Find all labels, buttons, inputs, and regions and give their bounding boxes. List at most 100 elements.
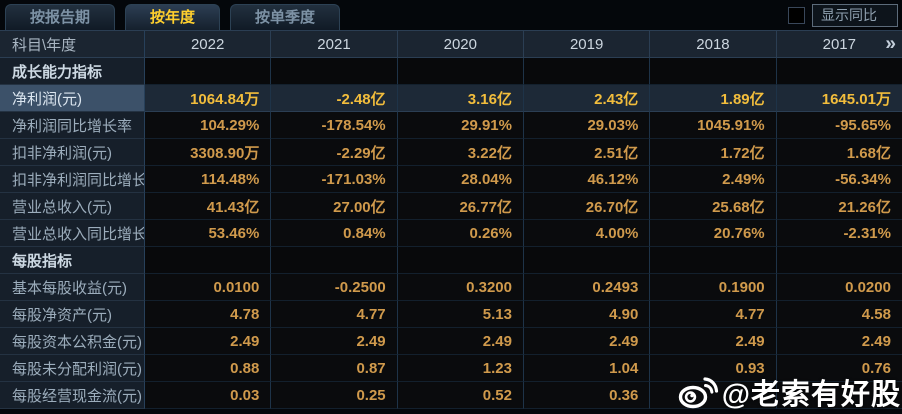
value-cell-2022: 0.03 bbox=[145, 382, 272, 409]
value-cell-2019: 1.04 bbox=[523, 355, 651, 382]
table-row: 扣非净利润(元) 3308.90万 -2.29亿 3.22亿 2.51亿 1.72亿 1.6… bbox=[0, 139, 902, 166]
row-label: 成长能力指标 bbox=[0, 58, 145, 85]
row-label: 每股经营现金流(元) bbox=[0, 382, 145, 409]
value-cell-2022: 53.46% bbox=[145, 220, 272, 247]
value-cell-2020: 0.26% bbox=[397, 220, 524, 247]
value-cell-2022: 4.78 bbox=[145, 301, 272, 328]
section-row: 成长能力指标 bbox=[0, 58, 902, 85]
value-cell-2017: 4.58 bbox=[776, 301, 902, 328]
value-cell-2022: 2.49 bbox=[145, 328, 272, 355]
value-cell-2019: 4.00% bbox=[523, 220, 651, 247]
value-cell-2020: 2.49 bbox=[397, 328, 524, 355]
value-cell-2018: 1.72亿 bbox=[650, 139, 777, 166]
value-cell-2017: 21.26亿 bbox=[776, 193, 902, 220]
row-label: 净利润(元) bbox=[0, 85, 145, 112]
year-header-2017: 2017 » bbox=[776, 31, 902, 58]
value-cell-2017: 1.68亿 bbox=[776, 139, 902, 166]
row-label: 扣非净利润同比增长率 bbox=[0, 166, 145, 193]
corner-header-cell: 科目\年度 bbox=[0, 31, 145, 58]
value-cell-2017: 0.0200 bbox=[776, 274, 902, 301]
value-cell-2017: -95.65% bbox=[776, 112, 902, 139]
row-label: 扣非净利润(元) bbox=[0, 139, 145, 166]
row-label: 每股净资产(元) bbox=[0, 301, 145, 328]
value-cell-2018: 4.77 bbox=[650, 301, 777, 328]
value-cell-2021: 0.25 bbox=[271, 382, 398, 409]
value-cell-2020: 26.77亿 bbox=[397, 193, 524, 220]
value-cell-2021: 0.87 bbox=[271, 355, 398, 382]
value-cell-2017: 2.49 bbox=[776, 328, 902, 355]
value-cell-2021: -2.29亿 bbox=[271, 139, 398, 166]
value-cell-2018: 25.68亿 bbox=[650, 193, 777, 220]
table-row: 每股净资产(元) 4.78 4.77 5.13 4.90 4.77 4.58 bbox=[0, 301, 902, 328]
value-cell-2020: 3.22亿 bbox=[397, 139, 524, 166]
value-cell-2021: -0.2500 bbox=[271, 274, 398, 301]
value-cell-2022: 3308.90万 bbox=[145, 139, 272, 166]
table-row: 营业总收入同比增长率53.46%0.84%0.26%4.00%20.76%-2.… bbox=[0, 220, 902, 247]
value-cell-2020: 28.04% bbox=[397, 166, 524, 193]
year-header-2021: 2021 bbox=[271, 31, 398, 58]
year-header-2018: 2018 bbox=[650, 31, 777, 58]
weibo-icon bbox=[678, 377, 718, 409]
year-header-2019: 2019 bbox=[523, 31, 651, 58]
value-cell-2020 bbox=[397, 247, 524, 274]
table-row: 营业总收入(元) 41.43亿 27.00亿 26.77亿 26.70亿 25.68亿 21… bbox=[0, 193, 902, 220]
value-cell-2019 bbox=[523, 58, 651, 85]
value-cell-2019: 29.03% bbox=[523, 112, 651, 139]
table-row: 扣非净利润同比增长率114.48%-171.03%28.04%46.12%2.4… bbox=[0, 166, 902, 193]
year-label: 2022 bbox=[190, 35, 225, 53]
tab-0[interactable]: 按报告期 bbox=[5, 4, 116, 30]
value-cell-2019: 4.90 bbox=[523, 301, 651, 328]
row-label: 营业总收入(元) bbox=[0, 193, 145, 220]
table-row: 每股经营现金流(元) 0.03 0.25 0.52 0.36 bbox=[0, 382, 902, 409]
year-label: 2017 bbox=[822, 35, 856, 53]
period-tabbar: 按报告期 按年度 按单季度 显示同比 bbox=[0, 0, 902, 30]
value-cell-2017: 0.76 bbox=[776, 355, 902, 382]
value-cell-2018: 1.89亿 bbox=[650, 85, 777, 112]
tab-2[interactable]: 按单季度 bbox=[230, 4, 341, 30]
value-cell-2018 bbox=[650, 58, 777, 85]
value-cell-2018: 2.49% bbox=[650, 166, 777, 193]
show-yoy-checkbox[interactable] bbox=[788, 7, 805, 24]
table-row: 基本每股收益(元) 0.0100 -0.2500 0.3200 0.2493 0.1900… bbox=[0, 274, 902, 301]
watermark-text: @老索有好股 bbox=[721, 379, 901, 411]
value-cell-2022: 41.43亿 bbox=[145, 193, 272, 220]
value-cell-2020: 5.13 bbox=[397, 301, 524, 328]
table-row: 净利润(元) 1064.84万 -2.48亿 3.16亿 2.43亿 1.89亿 1645.… bbox=[0, 85, 902, 112]
value-cell-2017: 1645.01万 bbox=[776, 85, 902, 112]
value-cell-2017 bbox=[776, 58, 902, 85]
value-cell-2019 bbox=[523, 247, 651, 274]
value-cell-2021: -171.03% bbox=[271, 166, 398, 193]
value-cell-2020: 1.23 bbox=[397, 355, 524, 382]
value-cell-2022: 0.88 bbox=[145, 355, 272, 382]
show-yoy-control: 显示同比 bbox=[788, 4, 898, 27]
show-yoy-label[interactable]: 显示同比 bbox=[812, 4, 898, 27]
value-cell-2021: -2.48亿 bbox=[271, 85, 398, 112]
value-cell-2020 bbox=[397, 58, 524, 85]
value-cell-2019: 46.12% bbox=[523, 166, 651, 193]
value-cell-2022: 104.29% bbox=[145, 112, 272, 139]
value-cell-2019: 2.43亿 bbox=[523, 85, 651, 112]
value-cell-2021 bbox=[271, 58, 398, 85]
value-cell-2019: 0.2493 bbox=[523, 274, 651, 301]
value-cell-2021: 4.77 bbox=[271, 301, 398, 328]
year-label: 2021 bbox=[317, 35, 351, 53]
row-label: 基本每股收益(元) bbox=[0, 274, 145, 301]
table-row: 每股资本公积金(元) 2.49 2.49 2.49 2.49 2.49 2.49 bbox=[0, 328, 902, 355]
value-cell-2017 bbox=[776, 247, 902, 274]
indicators-table: 科目\年度 2022 2021 2020 2019 2018 2017 » 成长能力指标 净利… bbox=[0, 30, 902, 409]
value-cell-2020: 0.52 bbox=[397, 382, 524, 409]
value-cell-2022 bbox=[145, 247, 272, 274]
value-cell-2022: 114.48% bbox=[145, 166, 272, 193]
more-years-icon[interactable]: » bbox=[885, 33, 896, 55]
row-label: 营业总收入同比增长率 bbox=[0, 220, 145, 247]
tab-1-active[interactable]: 按年度 bbox=[125, 4, 221, 30]
section-row: 每股指标 bbox=[0, 247, 902, 274]
value-cell-2017 bbox=[776, 382, 902, 409]
row-label: 净利润同比增长率 bbox=[0, 112, 145, 139]
value-cell-2021: -178.54% bbox=[271, 112, 398, 139]
value-cell-2018: 2.49 bbox=[650, 328, 777, 355]
year-header-2020: 2020 bbox=[397, 31, 524, 58]
value-cell-2021 bbox=[271, 247, 398, 274]
value-cell-2020: 29.91% bbox=[397, 112, 524, 139]
